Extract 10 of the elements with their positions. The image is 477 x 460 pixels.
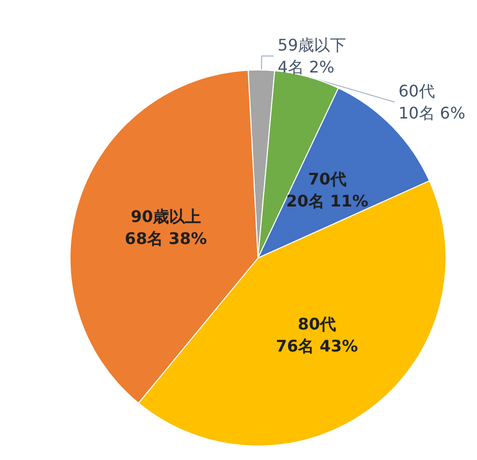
data-label: 4名 2% <box>278 58 334 77</box>
data-label: 10名 6% <box>398 104 466 123</box>
slice-label: 60代 <box>398 82 435 101</box>
data-label: 68名 38% <box>124 229 207 248</box>
slice-label: 90歳以上 <box>130 207 202 226</box>
data-label: 20名 11% <box>286 192 368 211</box>
data-label: 76名 43% <box>276 336 358 356</box>
slice-label: 70代 <box>308 170 346 189</box>
slice-label: 80代 <box>298 314 336 334</box>
slice-label: 59歳以下 <box>278 36 346 55</box>
